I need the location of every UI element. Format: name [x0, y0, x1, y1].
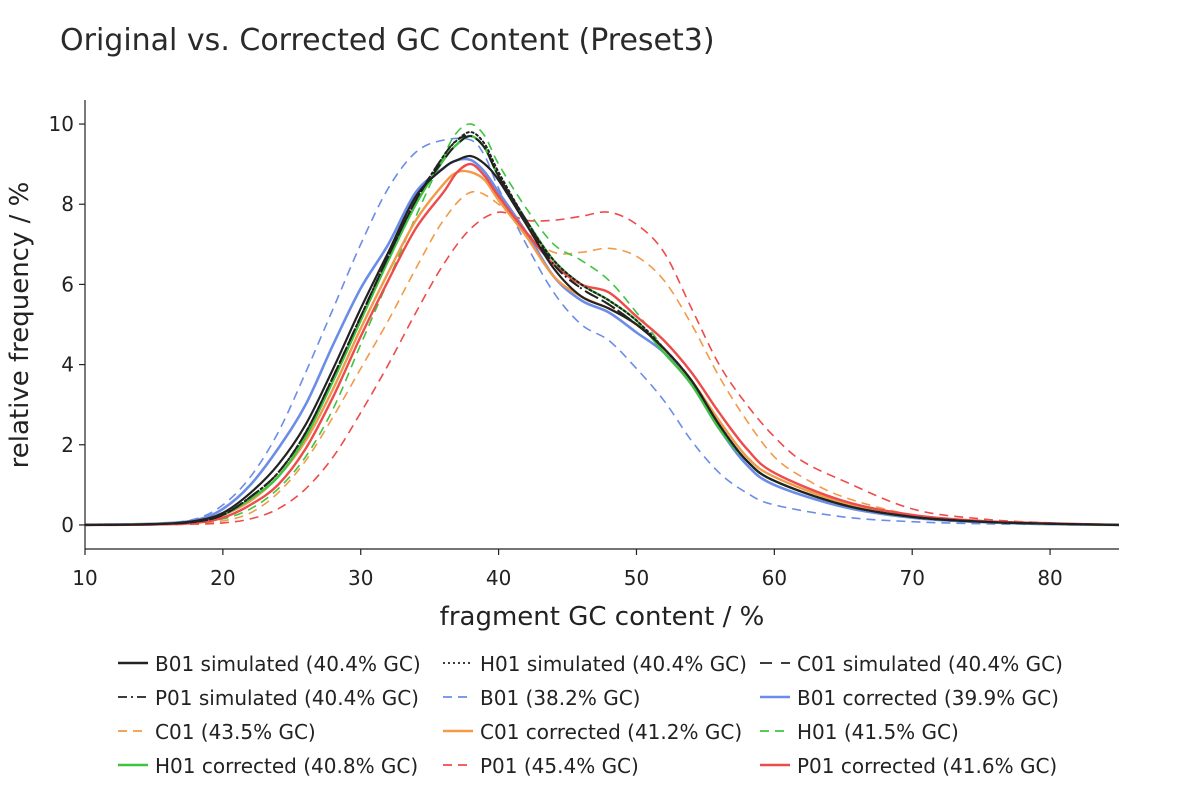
- series-line-6: [84, 190, 1120, 526]
- y-tick-label: 10: [49, 112, 74, 136]
- x-tick-label: 70: [899, 566, 924, 590]
- series-line-1: [84, 131, 1120, 526]
- y-axis-label: relative frequency / %: [5, 182, 35, 469]
- x-tick-label: 40: [486, 566, 511, 590]
- legend-label-0: B01 simulated (40.4% GC): [155, 652, 421, 676]
- plot-lines: [84, 123, 1120, 527]
- legend-label-11: P01 corrected (41.6% GC): [797, 754, 1057, 778]
- series-line-8: [84, 123, 1120, 526]
- legend-label-6: C01 (43.5% GC): [155, 720, 316, 744]
- y-ticks: 0 2 4 6 8 10: [49, 112, 85, 537]
- axes: 10 20 30 40 50 60 70 80 0 2 4 6 8 10: [49, 100, 1119, 590]
- y-tick-label: 0: [61, 513, 74, 537]
- legend-label-3: P01 simulated (40.4% GC): [155, 686, 419, 710]
- legend-label-4: B01 (38.2% GC): [480, 686, 641, 710]
- series-line-0: [84, 154, 1120, 526]
- series-line-4: [84, 137, 1120, 526]
- x-tick-label: 10: [72, 566, 97, 590]
- series-line-7: [84, 169, 1120, 527]
- x-axis-label: fragment GC content / %: [440, 602, 765, 632]
- legend-label-10: P01 (45.4% GC): [480, 754, 639, 778]
- y-tick-label: 6: [61, 272, 74, 296]
- y-tick-label: 4: [61, 353, 74, 377]
- x-tick-label: 30: [348, 566, 373, 590]
- x-ticks: 10 20 30 40 50 60 70 80: [72, 549, 1063, 590]
- y-tick-label: 8: [61, 192, 74, 216]
- series-line-11: [84, 162, 1120, 527]
- legend-label-7: C01 corrected (41.2% GC): [480, 720, 742, 744]
- x-tick-label: 80: [1037, 566, 1062, 590]
- series-line-9: [84, 134, 1120, 527]
- y-tick-label: 2: [61, 433, 74, 457]
- series-line-2: [84, 135, 1120, 526]
- legend-label-5: B01 corrected (39.9% GC): [797, 686, 1059, 710]
- legend-label-2: C01 simulated (40.4% GC): [797, 652, 1063, 676]
- chart-title: Original vs. Corrected GC Content (Prese…: [60, 23, 715, 58]
- legend: B01 simulated (40.4% GC) H01 simulated (4…: [118, 652, 1063, 778]
- series-line-3: [84, 134, 1120, 526]
- legend-label-8: H01 (41.5% GC): [797, 720, 959, 744]
- series-line-10: [84, 211, 1120, 526]
- x-tick-label: 50: [624, 566, 649, 590]
- legend-label-9: H01 corrected (40.8% GC): [155, 754, 418, 778]
- x-tick-label: 20: [210, 566, 235, 590]
- series-line-5: [84, 157, 1120, 527]
- legend-label-1: H01 simulated (40.4% GC): [480, 652, 747, 676]
- x-tick-label: 60: [762, 566, 787, 590]
